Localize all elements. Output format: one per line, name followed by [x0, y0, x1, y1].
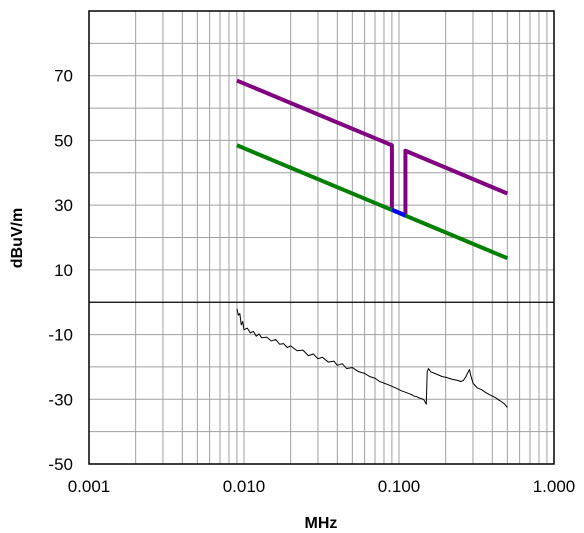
- series-line-measurement: [236, 308, 508, 408]
- y-tick-label: -30: [48, 390, 73, 409]
- y-tick-label: -50: [48, 455, 73, 474]
- x-tick-label: 1.000: [533, 477, 576, 496]
- series-line-lower-limit: [236, 143, 509, 261]
- x-tick-label: 0.001: [68, 477, 111, 496]
- x-tick-label: 0.010: [223, 477, 266, 496]
- x-tick-label: 0.100: [378, 477, 421, 496]
- grid: [88, 11, 554, 464]
- y-tick-label: -10: [48, 326, 73, 345]
- series-layer: [236, 78, 509, 408]
- y-axis-title: dBuV/m: [9, 208, 26, 268]
- plot-frame: [88, 10, 555, 465]
- y-tick-label: 30: [54, 196, 73, 215]
- y-tick-label: 50: [54, 131, 73, 150]
- y-tick-label: 10: [54, 261, 73, 280]
- y-tick-label: 70: [54, 67, 73, 86]
- tick-labels: 0.001 0.010 0.100 1.000 -50 -30 -10 10 30 50 70: [48, 67, 575, 496]
- series-line-transition: [391, 207, 407, 218]
- x-axis-title: MHz: [305, 515, 338, 532]
